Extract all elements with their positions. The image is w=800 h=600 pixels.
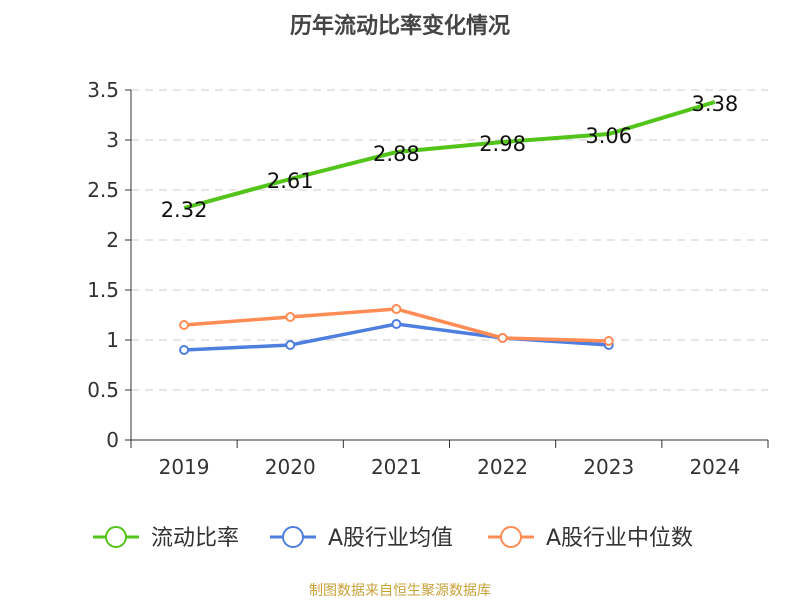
data-point xyxy=(391,319,402,329)
series-line xyxy=(183,100,716,210)
y-tick-label: 1 xyxy=(106,328,119,352)
data-point xyxy=(603,336,614,346)
legend-marker xyxy=(500,526,522,548)
data-label: 2.98 xyxy=(479,132,526,156)
data-point xyxy=(179,320,190,330)
source-note: 制图数据来自恒生聚源数据库 xyxy=(309,583,491,599)
data-label: 2.32 xyxy=(161,198,208,222)
data-point xyxy=(285,340,296,350)
x-tick-label: 2019 xyxy=(159,455,210,479)
y-tick-label: 2 xyxy=(106,228,119,252)
legend-label: 流动比率 xyxy=(151,526,239,551)
data-label: 3.38 xyxy=(692,92,739,116)
data-point xyxy=(285,312,296,322)
chart-title: 历年流动比率变化情况 xyxy=(290,13,510,39)
legend-label: A股行业中位数 xyxy=(546,526,693,551)
y-tick-label: 3.5 xyxy=(87,78,119,102)
x-tick-label: 2020 xyxy=(265,455,316,479)
legend-marker xyxy=(105,526,127,548)
y-tick-label: 3 xyxy=(106,128,119,152)
x-tick-label: 2023 xyxy=(583,455,634,479)
data-point xyxy=(391,304,402,314)
data-label: 2.88 xyxy=(373,142,420,166)
data-label: 3.06 xyxy=(585,124,632,148)
x-tick-label: 2021 xyxy=(371,455,422,479)
y-tick-label: 0 xyxy=(106,428,119,452)
y-tick-label: 2.5 xyxy=(87,178,119,202)
y-tick-label: 1.5 xyxy=(87,278,119,302)
legend-label: A股行业均值 xyxy=(328,526,453,551)
data-point xyxy=(497,333,508,343)
data-label: 2.61 xyxy=(267,169,314,193)
x-tick-label: 2022 xyxy=(477,455,528,479)
data-point xyxy=(179,345,190,355)
legend-marker xyxy=(282,526,304,548)
x-tick-label: 2024 xyxy=(689,455,740,479)
y-tick-label: 0.5 xyxy=(87,378,119,402)
